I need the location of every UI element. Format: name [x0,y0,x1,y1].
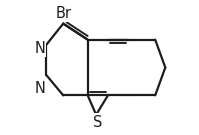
Text: S: S [93,115,102,130]
Text: N: N [34,41,45,56]
Text: N: N [34,81,45,96]
Text: Br: Br [55,6,71,21]
